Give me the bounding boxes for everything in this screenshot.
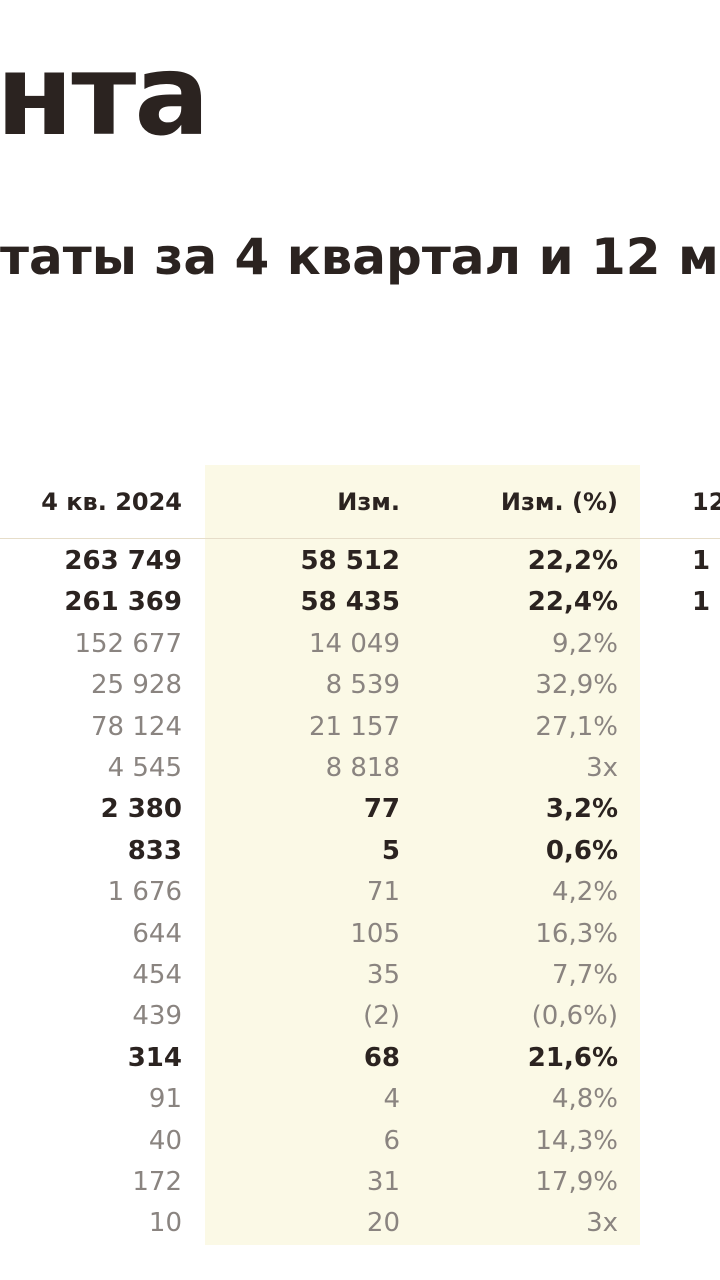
cell: 22,4% [527, 587, 618, 618]
cell: 314 [127, 1042, 182, 1073]
cell: 40 [148, 1125, 182, 1156]
cell: 10 [148, 1208, 182, 1239]
highlight-band [205, 465, 640, 1245]
cell: 21 157 [309, 711, 400, 742]
cell: 152 677 [74, 628, 182, 659]
cell: 6 [383, 1125, 400, 1156]
cell: 58 512 [300, 546, 400, 576]
cell: 32,9% [535, 670, 618, 701]
cell: 17,9% [535, 1167, 618, 1197]
cell: 20 [366, 1208, 400, 1239]
cell: 644 [132, 918, 182, 949]
cell: 58 435 [300, 587, 400, 618]
header-rule [0, 538, 720, 539]
cell: 1 676 [107, 877, 182, 908]
cell: 5 [381, 835, 400, 866]
cell: 9,2% [551, 628, 618, 659]
cell: 91 [148, 1084, 182, 1115]
cell: 2 380 [100, 794, 182, 825]
column-header: Изм. [337, 488, 400, 516]
cell: 3,2% [545, 794, 618, 825]
cell: 16,3% [535, 918, 618, 949]
column-header: 12 [692, 488, 720, 516]
cell: 172 [132, 1167, 182, 1197]
cell: 71 [366, 877, 400, 908]
cell: 3x [586, 1208, 618, 1239]
cell: 8 539 [325, 670, 400, 701]
cell: 263 749 [64, 546, 182, 576]
cell: 0,6% [545, 835, 618, 866]
cell: 31 [366, 1167, 400, 1197]
cell: (2) [363, 1001, 400, 1032]
cell: 14,3% [535, 1125, 618, 1156]
cell: 14 049 [309, 628, 400, 659]
cell: 77 [363, 794, 400, 825]
cell: 68 [363, 1042, 400, 1073]
cell: 25 928 [91, 670, 182, 701]
cell: 439 [132, 1001, 182, 1032]
cell: 4 545 [107, 753, 182, 783]
cell: 4,8% [551, 1084, 618, 1115]
column-header: Изм. (%) [500, 488, 618, 516]
cell: 7,7% [551, 960, 618, 990]
title: таты за 4 квартал и 12 м [0, 228, 719, 286]
cell: 4 [383, 1084, 400, 1115]
cell: 1 0 [692, 587, 720, 618]
cell: 105 [350, 918, 400, 949]
cell: 1 [692, 546, 711, 576]
cell: 35 [366, 960, 400, 990]
cell: 261 369 [64, 587, 182, 618]
cell: 4,2% [551, 877, 618, 908]
cell: 21,6% [527, 1042, 618, 1073]
cell: 8 818 [325, 753, 400, 783]
cell: 454 [132, 960, 182, 990]
cell: 78 124 [91, 711, 182, 742]
cell: 3x [586, 753, 618, 783]
cell: 27,1% [535, 711, 618, 742]
column-header: 4 кв. 2024 [41, 488, 182, 516]
cell: 833 [127, 835, 182, 866]
cell: (0,6%) [531, 1001, 618, 1032]
logo: нта [0, 31, 210, 161]
cell: 22,2% [527, 546, 618, 576]
